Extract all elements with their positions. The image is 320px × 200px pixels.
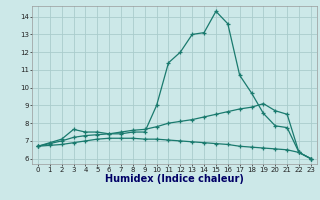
- X-axis label: Humidex (Indice chaleur): Humidex (Indice chaleur): [105, 174, 244, 184]
